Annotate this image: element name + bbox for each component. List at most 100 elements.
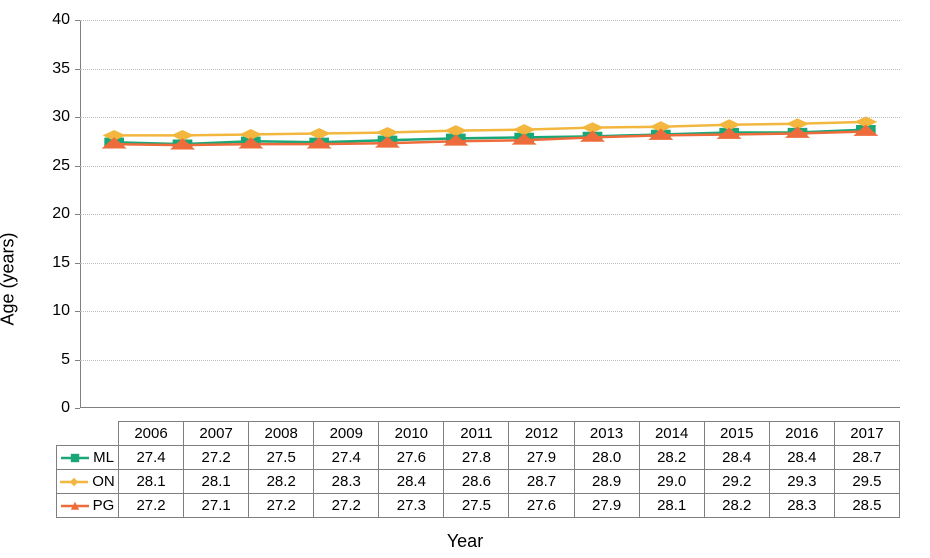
data-cell: 27.6 (509, 494, 574, 518)
year-header: 2015 (704, 422, 769, 446)
y-tick-mark (75, 117, 80, 118)
series-marker-ON (792, 121, 803, 126)
table-corner (57, 422, 119, 446)
year-header: 2008 (249, 422, 314, 446)
data-cell: 28.1 (639, 494, 704, 518)
series-marker-ON (860, 119, 871, 124)
year-header: 2011 (444, 422, 509, 446)
year-header: 2013 (574, 422, 639, 446)
series-marker-PG (792, 131, 803, 136)
x-axis-label: Year (447, 531, 483, 552)
year-header: 2006 (119, 422, 184, 446)
y-tick-mark (75, 360, 80, 361)
data-cell: 28.6 (444, 470, 509, 494)
data-cell: 28.3 (769, 494, 834, 518)
table-row: ON28.128.128.228.328.428.628.728.929.029… (57, 470, 900, 494)
grid-line (80, 117, 900, 118)
year-header: 2012 (509, 422, 574, 446)
data-cell: 28.3 (314, 470, 379, 494)
data-cell: 27.2 (184, 446, 249, 470)
series-marker-ON (177, 133, 188, 138)
data-cell: 27.2 (119, 494, 184, 518)
series-marker-PG (723, 132, 734, 137)
y-axis-label: Age (years) (0, 232, 19, 325)
y-tick-mark (75, 20, 80, 21)
year-header: 2014 (639, 422, 704, 446)
data-table: 2006200720082009201020112012201320142015… (56, 421, 900, 518)
series-marker-PG (108, 141, 119, 146)
series-marker-PG (450, 139, 461, 144)
data-cell: 27.2 (249, 494, 314, 518)
grid-line (80, 263, 900, 264)
data-cell: 28.7 (834, 446, 899, 470)
series-marker-PG (313, 141, 324, 146)
series-marker-ON (382, 130, 393, 135)
series-marker-PG (382, 140, 393, 145)
series-marker-ON (450, 128, 461, 133)
data-cell: 28.9 (574, 470, 639, 494)
series-marker-PG (177, 142, 188, 147)
data-cell: 27.1 (184, 494, 249, 518)
data-cell: 28.2 (704, 494, 769, 518)
data-cell: 27.6 (379, 446, 444, 470)
grid-line (80, 214, 900, 215)
series-marker-PG (518, 138, 529, 143)
series-label: PG (93, 497, 115, 514)
y-tick-mark (75, 166, 80, 167)
grid-line (80, 69, 900, 70)
series-header-ML: ML (57, 446, 119, 470)
table-row: ML27.427.227.527.427.627.827.928.028.228… (57, 446, 900, 470)
plot-area: 0510152025303540 (80, 20, 900, 408)
data-cell: 29.5 (834, 470, 899, 494)
data-cell: 27.9 (509, 446, 574, 470)
legend-marker-ON (60, 475, 88, 489)
chart-container: Age (years) Year 0510152025303540 200620… (0, 0, 930, 558)
y-tick-mark (75, 311, 80, 312)
series-marker-PG (860, 129, 871, 134)
data-cell: 29.2 (704, 470, 769, 494)
data-cell: 27.5 (444, 494, 509, 518)
year-header: 2007 (184, 422, 249, 446)
year-header: 2010 (379, 422, 444, 446)
data-cell: 27.8 (444, 446, 509, 470)
data-cell: 28.4 (379, 470, 444, 494)
data-cell: 28.7 (509, 470, 574, 494)
series-marker-PG (655, 133, 666, 138)
series-marker-ON (723, 122, 734, 127)
series-marker-PG (245, 141, 256, 146)
data-cell: 27.4 (119, 446, 184, 470)
legend-marker-PG (61, 499, 89, 513)
data-cell: 28.1 (119, 470, 184, 494)
series-header-ON: ON (57, 470, 119, 494)
y-tick-mark (75, 214, 80, 215)
y-tick-mark (75, 69, 80, 70)
data-cell: 28.2 (639, 446, 704, 470)
series-marker-PG (587, 135, 598, 140)
series-marker-ON (518, 127, 529, 132)
data-cell: 27.4 (314, 446, 379, 470)
table-row: PG27.227.127.227.227.327.527.627.928.128… (57, 494, 900, 518)
series-label: ON (92, 473, 115, 490)
data-cell: 28.2 (249, 470, 314, 494)
series-marker-ON (313, 131, 324, 136)
grid-line (80, 360, 900, 361)
y-tick-mark (75, 408, 80, 409)
grid-line (80, 166, 900, 167)
grid-line (80, 20, 900, 21)
data-cell: 27.9 (574, 494, 639, 518)
data-cell: 29.0 (639, 470, 704, 494)
data-cell: 28.0 (574, 446, 639, 470)
data-cell: 28.4 (769, 446, 834, 470)
year-header: 2016 (769, 422, 834, 446)
data-cell: 29.3 (769, 470, 834, 494)
series-label: ML (93, 449, 114, 466)
series-marker-ON (245, 132, 256, 137)
data-cell: 28.1 (184, 470, 249, 494)
data-cell: 28.5 (834, 494, 899, 518)
grid-line (80, 311, 900, 312)
data-cell: 27.3 (379, 494, 444, 518)
data-cell: 27.2 (314, 494, 379, 518)
data-cell: 28.4 (704, 446, 769, 470)
series-marker-ON (587, 125, 598, 130)
y-tick-mark (75, 263, 80, 264)
